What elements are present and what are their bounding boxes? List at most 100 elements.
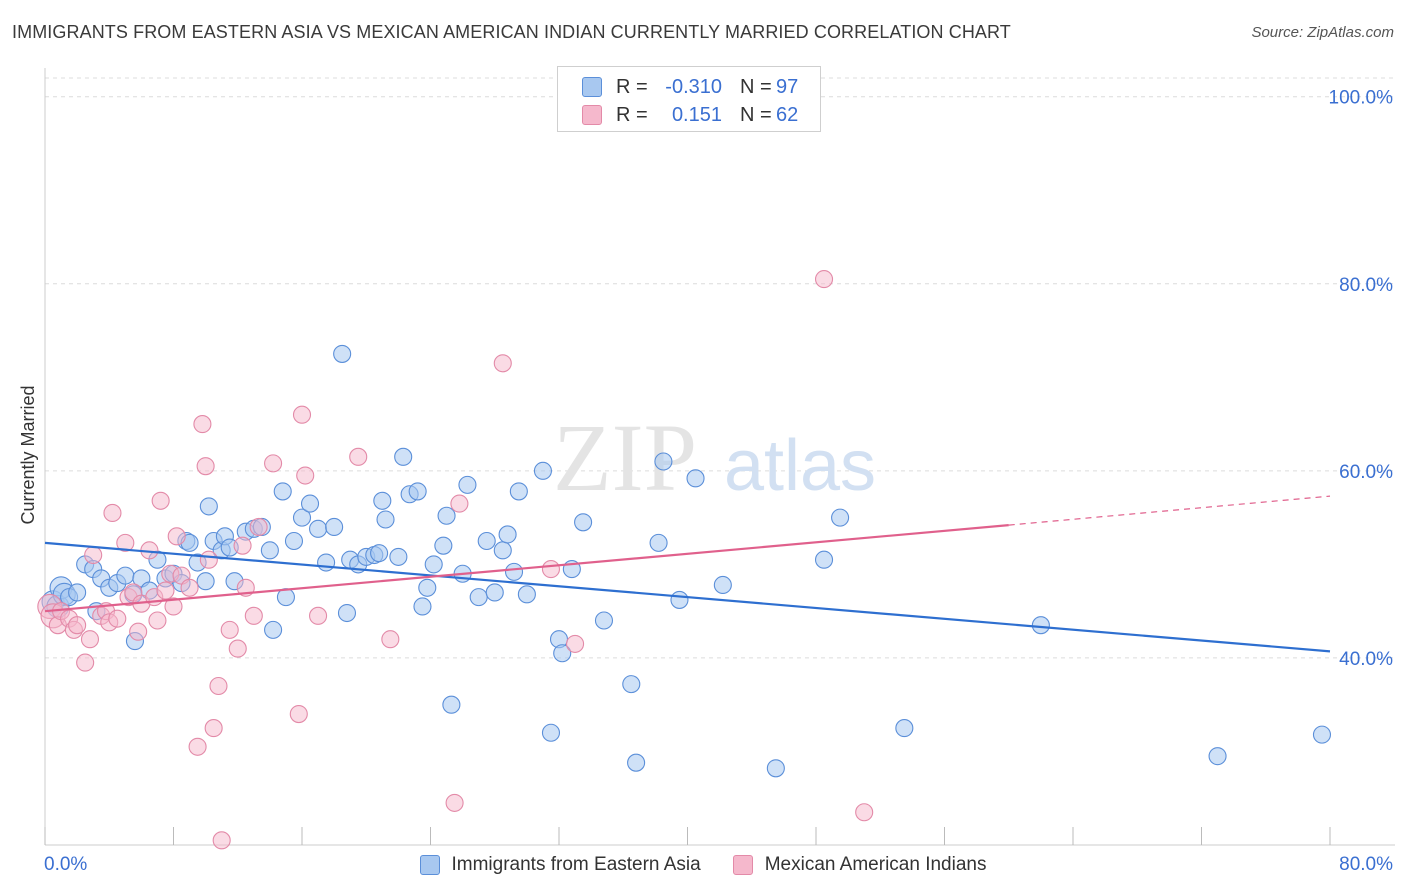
data-point-mexican-american-indian [199, 550, 218, 569]
data-point-mexican-american-indian [855, 803, 874, 822]
data-point-eastern-asia [437, 506, 456, 525]
data-point-mexican-american-indian [450, 494, 469, 513]
data-point-eastern-asia [1208, 747, 1227, 766]
n-value: 97 [776, 75, 799, 98]
y-tick-label: 40.0% [1339, 649, 1393, 670]
data-point-mexican-american-indian [204, 719, 223, 738]
y-tick-label: 100.0% [1329, 88, 1394, 109]
data-point-eastern-asia [442, 695, 461, 714]
data-point-eastern-asia [434, 536, 453, 555]
n-value: 62 [776, 103, 799, 126]
legend-swatch-blue [419, 855, 440, 875]
trend-line-mexican-american-indian [44, 524, 1009, 613]
data-point-mexican-american-indian [349, 447, 368, 466]
data-point-mexican-american-indian [212, 831, 231, 850]
data-point-mexican-american-indian [80, 630, 100, 649]
data-point-mexican-american-indian [164, 597, 183, 616]
legend-item-eastern-asia: Immigrants from Eastern Asia [419, 854, 701, 876]
data-point-eastern-asia [264, 620, 283, 639]
y-axis-label: Currently Married [18, 385, 38, 524]
data-point-eastern-asia [649, 533, 668, 552]
data-point-mexican-american-indian [566, 634, 585, 653]
data-point-eastern-asia [485, 583, 504, 602]
data-point-eastern-asia [574, 513, 593, 532]
data-point-eastern-asia [333, 344, 352, 363]
n-label: N = [740, 103, 772, 126]
data-point-mexican-american-indian [103, 503, 122, 522]
r-label: R = [616, 75, 648, 98]
legend-swatch-blue [582, 77, 602, 97]
data-point-mexican-american-indian [108, 609, 127, 628]
tick-labels: 40.0% 60.0% 80.0% 100.0% 0.0% 80.0% [44, 88, 1393, 875]
series-mexican-american-indian-points [37, 270, 874, 850]
data-point-mexican-american-indian [196, 457, 215, 476]
legend-swatch-pink [732, 855, 753, 875]
data-point-eastern-asia [376, 510, 395, 529]
data-point-eastern-asia [469, 588, 488, 607]
correlation-legend: R = -0.310 N = 97 R = 0.151 N = 62 [557, 66, 821, 132]
data-point-eastern-asia [1031, 616, 1050, 635]
data-point-mexican-american-indian [68, 616, 87, 635]
data-point-eastern-asia [273, 482, 292, 501]
data-point-eastern-asia [594, 611, 614, 630]
data-point-eastern-asia [895, 719, 914, 738]
data-point-eastern-asia [413, 597, 432, 616]
y-tick-label: 60.0% [1339, 462, 1393, 483]
axes [44, 68, 1395, 846]
data-point-eastern-asia [370, 544, 389, 563]
data-point-eastern-asia [260, 541, 279, 560]
y-tick-label: 80.0% [1339, 275, 1393, 296]
data-point-mexican-american-indian [249, 517, 268, 537]
data-point-eastern-asia [292, 508, 312, 527]
data-point-eastern-asia [394, 447, 413, 466]
data-point-eastern-asia [504, 562, 524, 581]
data-point-mexican-american-indian [188, 737, 207, 756]
data-point-eastern-asia [509, 482, 528, 501]
legend-swatch-pink [582, 105, 602, 125]
trend-line-mexican-american-indian-extension [1008, 495, 1331, 526]
trend-lines [44, 495, 1331, 653]
data-point-mexican-american-indian [309, 606, 328, 625]
legend-label: Mexican American Indians [764, 854, 987, 875]
data-point-eastern-asia [309, 519, 328, 538]
data-point-mexican-american-indian [289, 704, 308, 724]
data-point-eastern-asia [424, 555, 443, 574]
data-point-eastern-asia [477, 531, 496, 551]
data-point-eastern-asia [541, 723, 561, 742]
watermark: ZIP atlas [553, 404, 876, 511]
data-point-mexican-american-indian [180, 578, 199, 597]
data-point-eastern-asia [68, 583, 87, 602]
legend-row-blue: R = -0.310 N = 97 [582, 73, 798, 101]
data-point-eastern-asia [627, 753, 646, 772]
source-label: Source: ZipAtlas.com [1251, 24, 1394, 41]
data-point-eastern-asia [533, 461, 552, 480]
legend-label: Immigrants from Eastern Asia [451, 854, 701, 875]
data-point-eastern-asia [373, 491, 392, 510]
data-point-mexican-american-indian [541, 560, 561, 579]
data-point-eastern-asia [498, 525, 517, 544]
data-point-eastern-asia [284, 531, 304, 551]
data-point-mexican-american-indian [151, 491, 170, 510]
chart-title: IMMIGRANTS FROM EASTERN ASIA VS MEXICAN … [12, 22, 1011, 42]
data-point-eastern-asia [553, 644, 572, 663]
grid-lines [45, 77, 1395, 659]
data-point-eastern-asia [337, 603, 357, 623]
data-point-mexican-american-indian [228, 639, 247, 658]
data-point-mexican-american-indian [156, 581, 175, 600]
data-point-eastern-asia [814, 550, 834, 569]
n-label: N = [740, 75, 772, 98]
data-point-eastern-asia [766, 759, 785, 778]
data-point-mexican-american-indian [296, 466, 315, 485]
data-point-mexican-american-indian [220, 620, 239, 639]
data-point-eastern-asia [670, 590, 689, 609]
x-tick-label: 0.0% [44, 854, 87, 875]
data-point-mexican-american-indian [129, 622, 148, 641]
data-point-eastern-asia [418, 578, 437, 597]
data-point-mexican-american-indian [233, 536, 252, 555]
series-legend: Immigrants from Eastern Asia Mexican Ame… [0, 852, 1406, 878]
data-point-mexican-american-indian [76, 653, 95, 672]
data-point-mexican-american-indian [381, 630, 400, 649]
data-point-mexican-american-indian [445, 793, 464, 812]
legend-item-mexican-american-indians: Mexican American Indians [732, 854, 987, 876]
